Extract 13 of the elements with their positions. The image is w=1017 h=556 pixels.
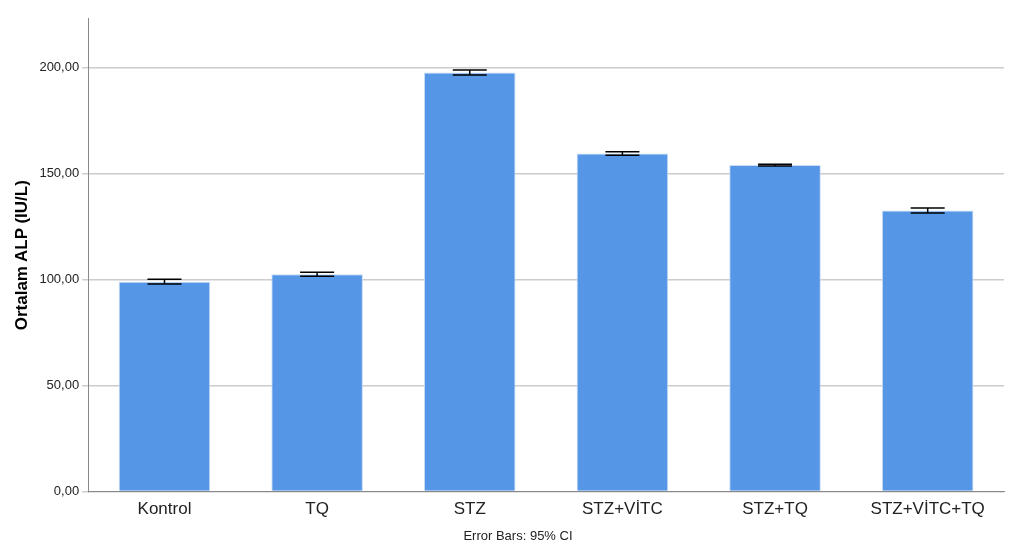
text: Error Bars: 95% CI <box>462 528 574 543</box>
x-tick-label: STZ <box>453 499 486 519</box>
y-tick-label: 100,00 <box>39 271 80 287</box>
y-tick-label: 0,00 <box>53 483 80 499</box>
y-tick-label: 50,00 <box>46 377 80 393</box>
x-tick-label: STZ+VİTC+TQ <box>870 499 985 519</box>
y-axis-title: Ortalam ALP (IU/L) <box>11 180 31 331</box>
x-tick-label: TQ <box>305 499 329 519</box>
y-tick-label: 150,00 <box>39 165 80 181</box>
x-tick-label: STZ+TQ <box>742 499 808 519</box>
y-tick-label: 200,00 <box>39 59 80 75</box>
x-tick-label: STZ+VİTC <box>582 499 663 519</box>
x-tick-label: Kontrol <box>137 499 192 519</box>
